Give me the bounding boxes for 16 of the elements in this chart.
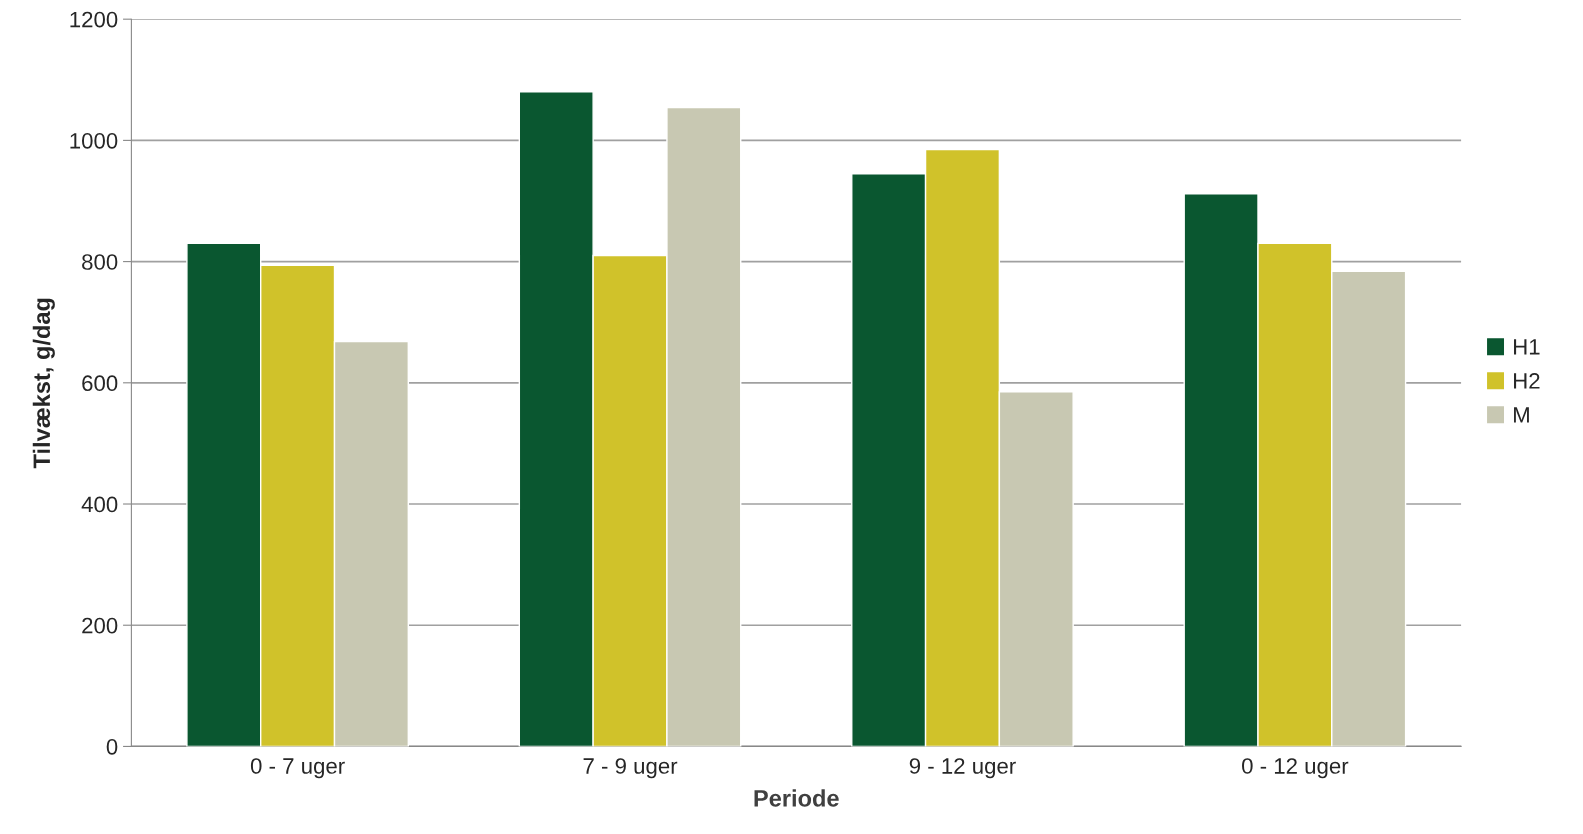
y-tick-label: 400 xyxy=(81,496,118,513)
y-tick-label: 600 xyxy=(82,375,118,392)
x-tick-label: 7 - 9 uger xyxy=(583,758,678,779)
x-tick-label: 0 - 7 uger xyxy=(250,758,345,779)
x-axis-title: Periode xyxy=(754,789,839,807)
y-tick-label: 1000 xyxy=(70,132,118,149)
legend-label: H2 xyxy=(1514,373,1540,389)
y-tick-label: 200 xyxy=(82,617,118,634)
x-tick-label: 0 - 12 uger xyxy=(1242,758,1349,779)
x-tick-label: 9 - 12 uger xyxy=(909,758,1016,779)
y-tick-label: 1200 xyxy=(70,11,118,28)
legend-label: M xyxy=(1514,407,1529,423)
legend-label: H1 xyxy=(1514,339,1540,355)
y-tick-label: 800 xyxy=(82,254,118,270)
y-axis-title: Tilvækst, g/dag xyxy=(32,298,55,469)
y-tick-label: 0 xyxy=(106,738,118,755)
